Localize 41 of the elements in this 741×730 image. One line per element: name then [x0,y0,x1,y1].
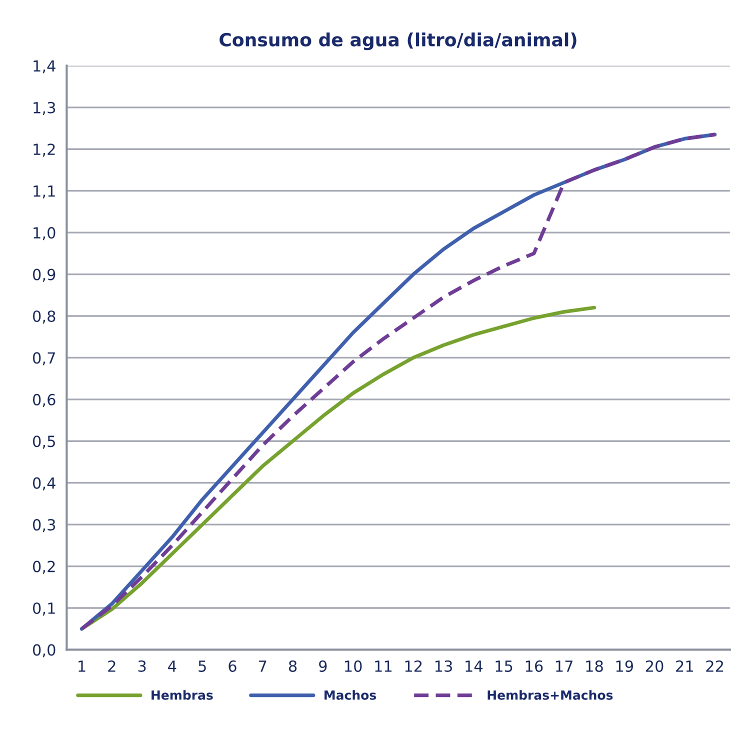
y-tick-label: 1,0 [34,227,56,240]
x-tick-label: 10 [345,660,362,672]
x-tick-label: 5 [198,660,206,672]
x-tick-label: 9 [319,660,327,672]
x-tick-label: 4 [168,660,176,672]
legend-label: Hembras+Machos [488,690,613,700]
y-tick-label: 0,3 [32,519,56,532]
x-tick-label: 1 [78,660,86,672]
y-tick-label: 0,4 [32,477,56,490]
y-tick-label: 0,7 [32,352,55,366]
x-tick-label: 3 [138,660,146,672]
y-tick-label: 1,2 [34,144,55,157]
legend-label: Machos [324,690,376,700]
y-tick-label: 0,2 [32,560,55,574]
x-tick-label: 20 [646,660,664,672]
y-tick-label: 0,5 [32,436,55,449]
y-tick-label: 0,6 [32,394,56,407]
y-tick-label: 0,9 [32,268,56,282]
x-tick-label: 21 [676,660,693,672]
x-tick-label: 14 [466,660,483,672]
chart-title: Consumo de agua (litro/dia/animal) [220,32,576,50]
x-tick-label: 12 [405,660,422,672]
x-tick-label: 19 [616,660,634,672]
x-tick-label: 2 [108,660,116,672]
y-tick-label: 0,8 [32,310,56,324]
x-tick-label: 16 [526,660,543,672]
y-tick-label: 1,4 [34,60,56,74]
x-tick-label: 6 [228,660,236,672]
x-tick-label: 13 [435,660,452,672]
x-tick-label: 22 [706,660,723,672]
y-tick-label: 0,1 [32,602,55,616]
y-tick-label: 1,1 [34,186,55,198]
x-tick-label: 8 [288,660,297,672]
x-tick-label: 15 [496,660,512,672]
x-tick-label: 7 [259,660,266,672]
x-tick-label: 17 [556,660,572,672]
legend-label: Hembras [152,690,213,700]
y-tick-label: 0,0 [32,644,56,658]
x-tick-label: 18 [586,660,603,672]
x-tick-label: 11 [375,660,392,672]
y-tick-label: 1,3 [34,102,56,115]
